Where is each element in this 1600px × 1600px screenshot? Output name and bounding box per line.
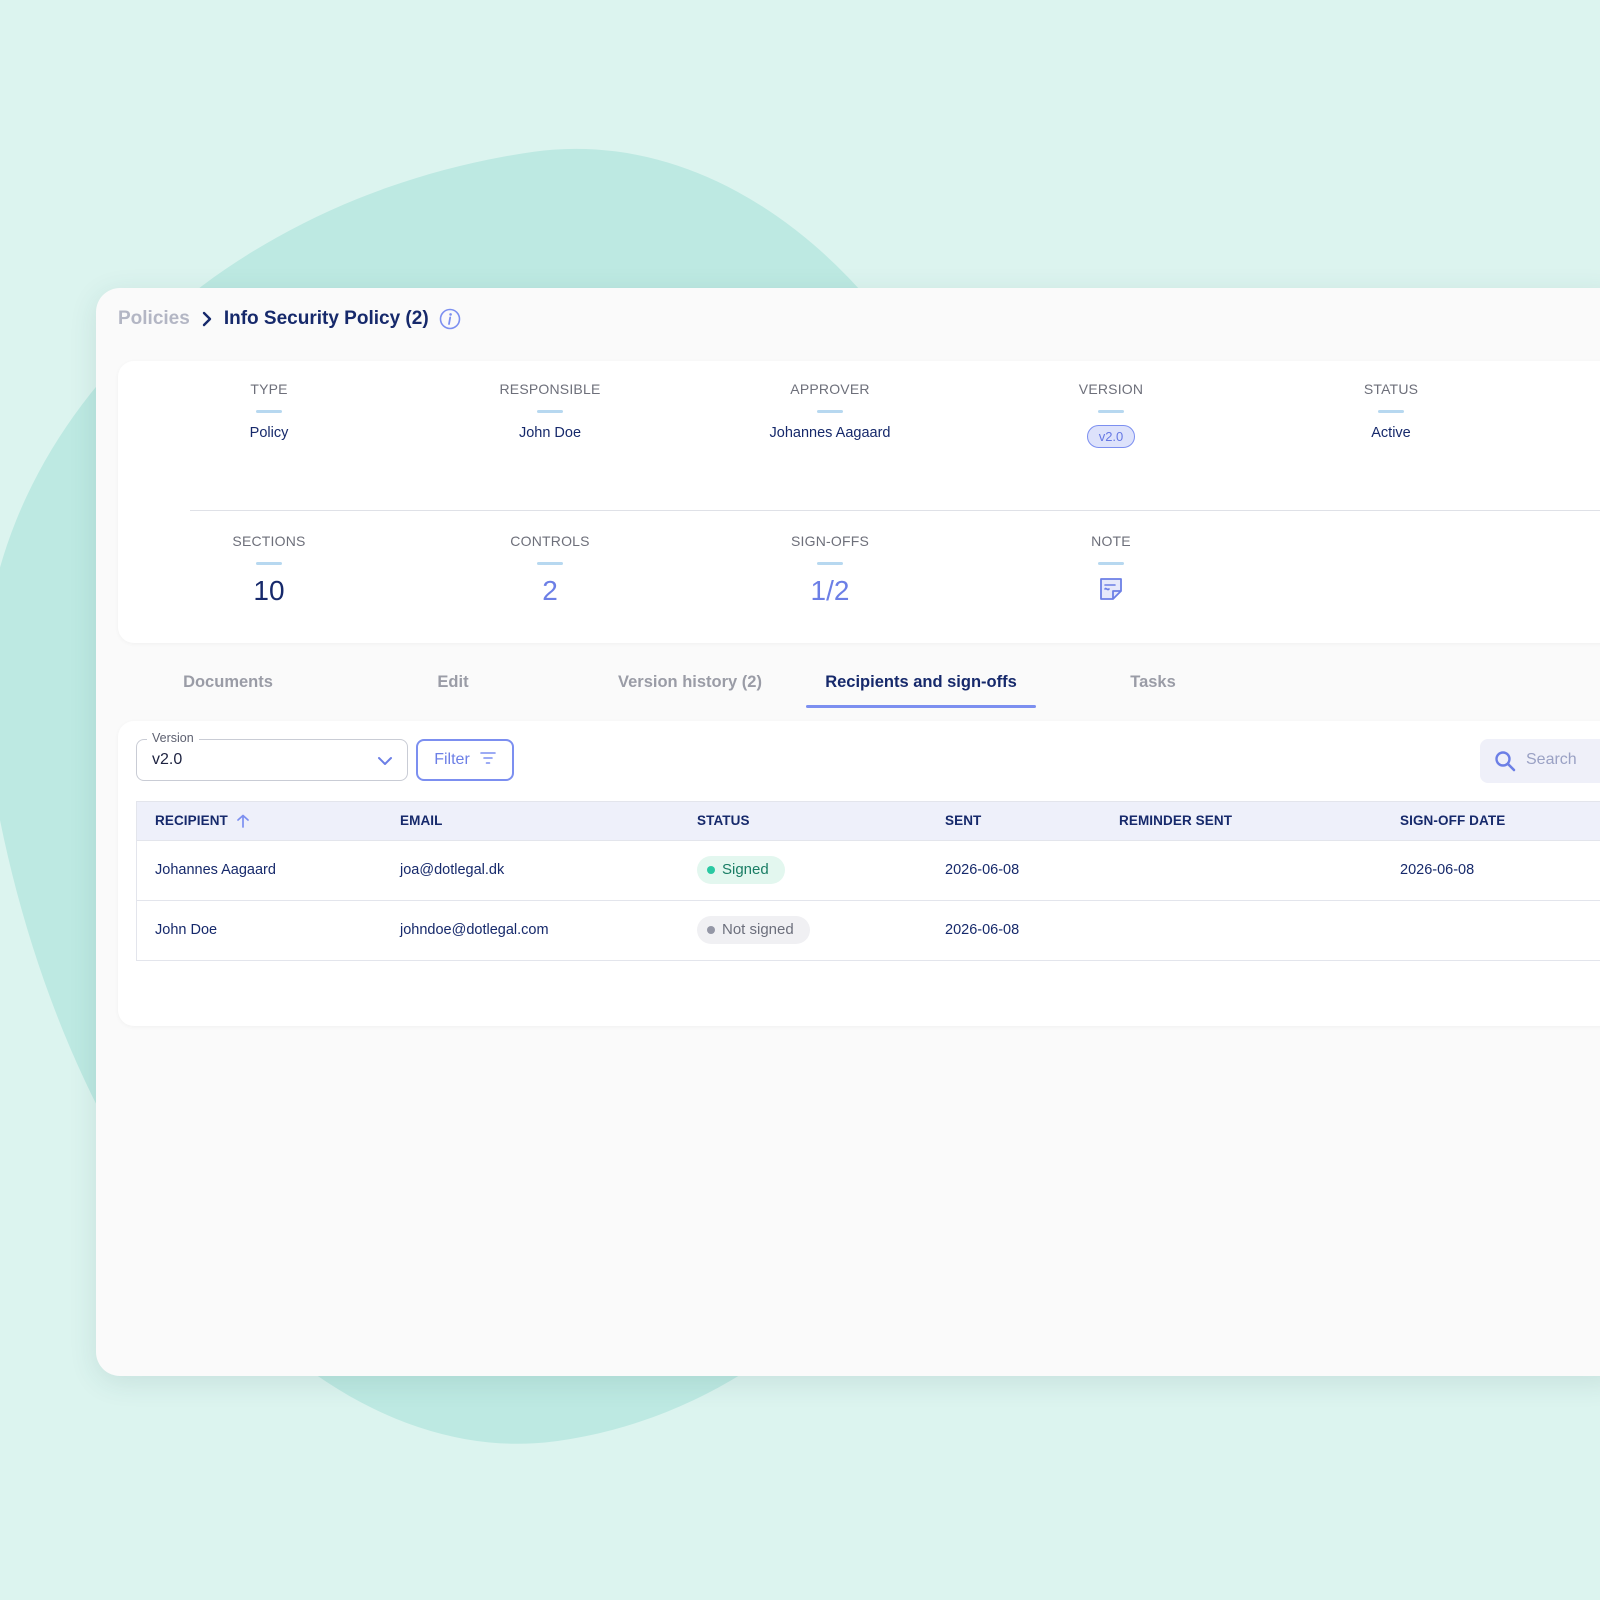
controls-label: CONTROLS	[510, 533, 590, 549]
sent-cell: 2026-06-08	[945, 922, 1020, 938]
page-title: Info Security Policy (2)	[223, 308, 429, 329]
info-icon[interactable]	[439, 308, 461, 330]
summary-divider	[190, 510, 1600, 511]
version-select-value: v2.0	[152, 751, 183, 768]
column-email[interactable]: EMAIL	[400, 813, 443, 828]
sections-count: 10	[253, 575, 285, 606]
divider	[1098, 410, 1124, 413]
note-label: NOTE	[1091, 533, 1131, 549]
status-label: STATUS	[1363, 381, 1419, 397]
version-select[interactable]: Version v2.0	[136, 731, 408, 781]
status-badge: Signed	[697, 856, 785, 884]
status-value: Active	[1371, 425, 1411, 441]
sections-label: SECTIONS	[232, 533, 306, 549]
chevron-right-icon	[190, 309, 224, 329]
tab-recipients-signoffs[interactable]: Recipients and sign-offs	[806, 656, 1036, 708]
responsible-label: RESPONSIBLE	[499, 381, 601, 397]
approver-label: APPROVER	[790, 381, 870, 397]
table-header: RECIPIENT EMAIL STATUS SENT REMINDER SEN…	[137, 801, 1600, 840]
search-placeholder: Search	[1526, 751, 1577, 768]
note-field: NOTE	[1001, 533, 1221, 607]
recipient-cell: Johannes Aagaard	[155, 862, 276, 878]
divider	[537, 410, 563, 413]
filter-icon	[479, 751, 496, 770]
chevron-down-icon	[377, 753, 393, 769]
approver-value: Johannes Aagaard	[769, 425, 891, 441]
status-badge: Not signed	[697, 916, 810, 944]
controls-field: CONTROLS 2	[440, 533, 660, 607]
column-recipient[interactable]: RECIPIENT	[155, 813, 250, 828]
table-row[interactable]: John Doe johndoe@dotlegal.com Not signed…	[137, 900, 1600, 960]
column-reminder-sent[interactable]: REMINDER SENT	[1119, 813, 1233, 828]
type-label: TYPE	[250, 381, 288, 397]
approver-field: APPROVER Johannes Aagaard	[720, 381, 940, 441]
tab-tasks[interactable]: Tasks	[1130, 673, 1176, 691]
recipients-table: RECIPIENT EMAIL STATUS SENT REMINDER SEN…	[136, 801, 1600, 961]
divider	[817, 410, 843, 413]
breadcrumb: Policies Info Security Policy (2)	[118, 302, 461, 336]
responsible-value: John Doe	[518, 425, 582, 441]
policy-summary-card: TYPE Policy RESPONSIBLE John Doe APPROVE…	[118, 361, 1600, 643]
table-row[interactable]: Johannes Aagaard joa@dotlegal.dk Signed …	[137, 840, 1600, 900]
version-select-label: Version	[147, 731, 199, 745]
email-cell: joa@dotlegal.dk	[400, 862, 505, 878]
sent-cell: 2026-06-08	[945, 862, 1020, 878]
signoffs-field: SIGN-OFFS 1/2	[720, 533, 940, 607]
column-signoff-date[interactable]: SIGN-OFF DATE	[1400, 813, 1506, 828]
breadcrumb-root-link[interactable]: Policies	[118, 308, 190, 329]
column-status[interactable]: STATUS	[697, 813, 750, 828]
signoffs-count-link[interactable]: 1/2	[810, 575, 850, 606]
divider	[256, 562, 282, 565]
controls-count-link[interactable]: 2	[542, 575, 558, 606]
recipient-cell: John Doe	[155, 922, 218, 938]
version-field: VERSION v2.0	[1001, 381, 1221, 448]
sort-ascending-icon[interactable]	[236, 814, 250, 828]
tab-edit[interactable]: Edit	[437, 673, 469, 691]
status-field: STATUS Active	[1281, 381, 1501, 441]
search-input[interactable]: Search	[1480, 739, 1600, 783]
note-icon[interactable]	[1001, 576, 1221, 607]
signoff-date-cell: 2026-06-08	[1400, 862, 1475, 878]
type-field: TYPE Policy	[159, 381, 379, 441]
tab-version-history[interactable]: Version history (2)	[618, 673, 762, 691]
version-label: VERSION	[1078, 381, 1144, 397]
divider	[817, 562, 843, 565]
recipients-card: Version v2.0 Filter Search RECIPIENT	[118, 721, 1600, 1026]
divider	[256, 410, 282, 413]
tab-documents[interactable]: Documents	[183, 673, 273, 691]
version-chip: v2.0	[1086, 425, 1136, 448]
divider	[1378, 410, 1404, 413]
sections-field: SECTIONS 10	[159, 533, 379, 607]
type-value: Policy	[249, 425, 289, 441]
divider	[1098, 562, 1124, 565]
email-cell: johndoe@dotlegal.com	[400, 922, 549, 938]
divider	[537, 562, 563, 565]
filter-label: Filter	[434, 751, 470, 768]
column-sent[interactable]: SENT	[945, 813, 982, 828]
search-icon	[1494, 750, 1516, 772]
filter-button[interactable]: Filter	[416, 739, 514, 781]
responsible-field: RESPONSIBLE John Doe	[440, 381, 660, 441]
signoffs-label: SIGN-OFFS	[790, 533, 870, 549]
app-window: Policies Info Security Policy (2) TYPE P…	[96, 288, 1600, 1376]
column-recipient-label: RECIPIENT	[155, 813, 228, 828]
